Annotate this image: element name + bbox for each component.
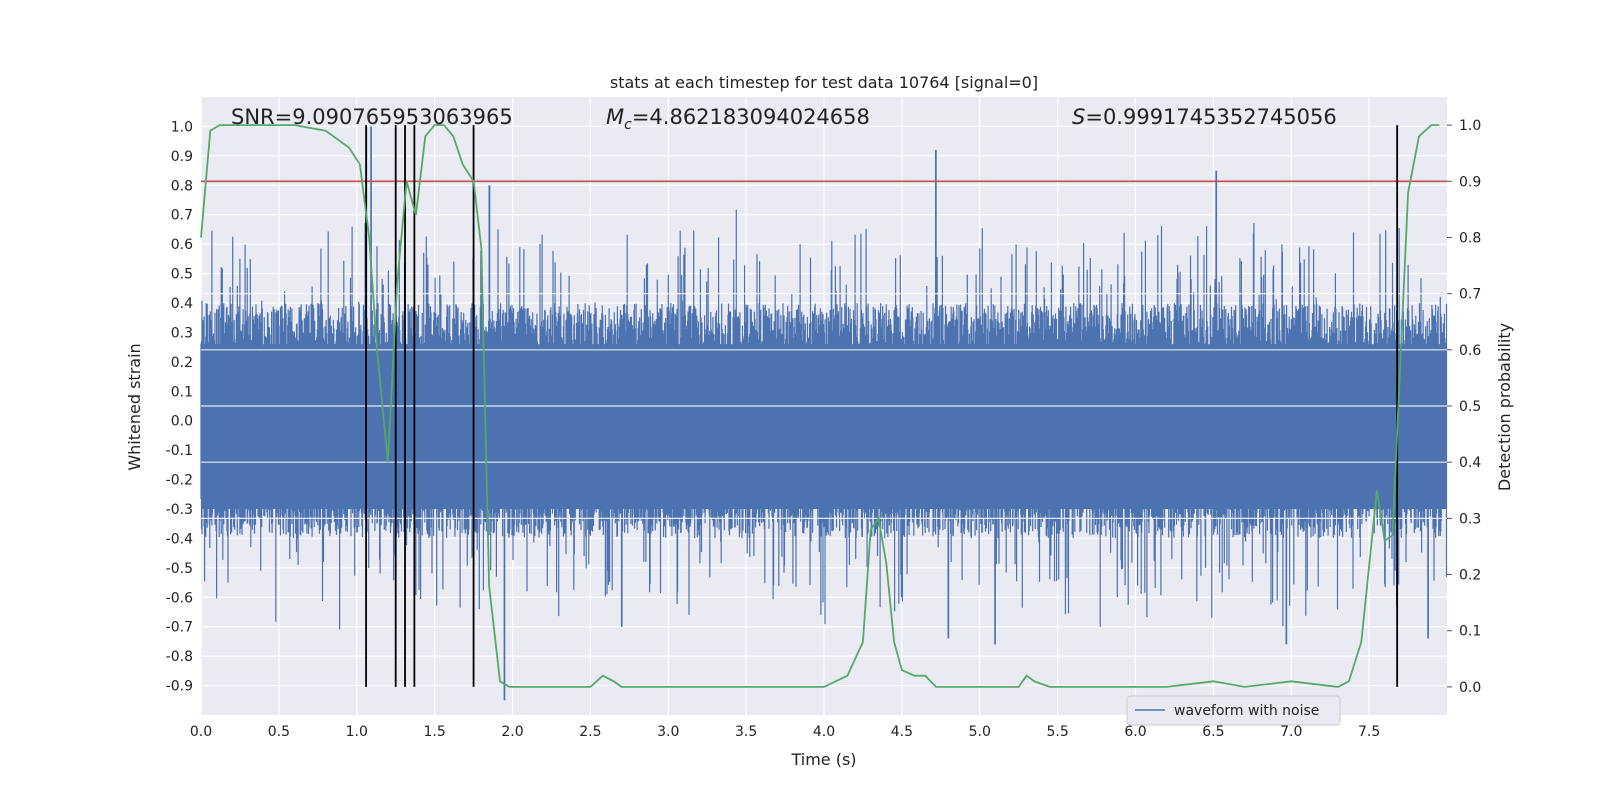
y-left-axis-label: Whitened strain <box>125 343 144 470</box>
x-tick-label: 6.0 <box>1124 724 1146 740</box>
y-right-tick-label: 0.9 <box>1459 174 1481 190</box>
x-tick-label: 7.5 <box>1358 724 1380 740</box>
y-left-tick-label: 0.2 <box>171 355 193 371</box>
x-tick-label: 7.0 <box>1280 724 1302 740</box>
y-right-axis-label: Detection probability <box>1495 323 1514 491</box>
y-left-tick-label: 0.0 <box>171 414 193 430</box>
x-tick-label: 2.0 <box>501 724 523 740</box>
y-right-tick-label: 0.3 <box>1459 511 1481 527</box>
y-right-tick-label: 0.8 <box>1459 230 1481 246</box>
chart-title: stats at each timestep for test data 107… <box>610 73 1038 92</box>
y-right-tick-label: 0.4 <box>1459 455 1481 471</box>
y-right-tick-label: 0.7 <box>1459 287 1481 303</box>
y-left-tick-label: 0.8 <box>171 178 193 194</box>
score-annotation: S=0.9991745352745056 <box>1072 105 1337 129</box>
x-tick-label: 4.0 <box>813 724 835 740</box>
y-left-tick-label: 0.9 <box>171 149 193 165</box>
probability-curve <box>200 124 1440 688</box>
y-left-tick-label: -0.2 <box>166 473 193 489</box>
y-left-tick-label: 0.5 <box>171 267 193 283</box>
snr-annotation: SNR=9.090765953063965 <box>231 105 513 129</box>
waveform-dense-band <box>201 344 1447 509</box>
x-tick-label: 3.5 <box>735 724 757 740</box>
chirp-mass-annotation: Mc=4.862183094024658 <box>606 105 870 133</box>
y-right-tick-label: 1.0 <box>1459 118 1481 134</box>
y-left-tick-label: -0.1 <box>166 443 193 459</box>
probability-series <box>200 124 1440 688</box>
legend: waveform with noise <box>1126 695 1341 726</box>
y-left-tick-label: 0.4 <box>171 296 193 312</box>
x-tick-label: 1.0 <box>346 724 368 740</box>
y-left-tick-label: 0.6 <box>171 237 193 253</box>
y-right-ticks: 1.0 0.9 0.8 0.7 0.6 0.5 0.4 0.3 0.2 0.1 0.0 <box>1447 118 1481 696</box>
x-tick-label: 2.5 <box>579 724 601 740</box>
s-symbol: S <box>1072 105 1085 129</box>
y-right-tick-label: 0.1 <box>1459 624 1481 640</box>
y-left-tick-label: -0.8 <box>166 649 193 665</box>
y-right-tick-label: 0.2 <box>1459 568 1481 584</box>
y-left-tick-label: 0.7 <box>171 208 193 224</box>
vertical-markers <box>365 125 1399 687</box>
mc-value: =4.862183094024658 <box>632 105 870 129</box>
mc-symbol: M <box>606 105 624 129</box>
legend-box <box>1126 695 1341 726</box>
x-tick-label: 3.0 <box>657 724 679 740</box>
x-tick-label: 0.5 <box>268 724 290 740</box>
mc-subscript: c <box>624 117 632 133</box>
x-axis-label: Time (s) <box>790 750 856 769</box>
y-right-tick-label: 0.0 <box>1459 680 1481 696</box>
y-left-tick-label: -0.5 <box>166 561 193 577</box>
x-tick-label: 1.5 <box>423 724 445 740</box>
y-right-tick-label: 0.5 <box>1459 399 1481 415</box>
y-left-ticks: 1.0 0.9 0.8 0.7 0.6 0.5 0.4 0.3 0.2 0.1 0.0 -0.1 -0.… <box>166 119 193 694</box>
legend-label: waveform with noise <box>1174 703 1319 719</box>
y-left-tick-label: 1.0 <box>171 119 193 135</box>
y-left-tick-label: -0.6 <box>166 590 193 606</box>
y-left-tick-label: -0.4 <box>166 531 193 547</box>
y-left-tick-label: -0.9 <box>166 679 193 695</box>
s-value: =0.9991745352745056 <box>1085 105 1336 129</box>
x-tick-label: 4.5 <box>891 724 913 740</box>
y-left-tick-label: -0.3 <box>166 502 193 518</box>
x-tick-label: 5.5 <box>1046 724 1068 740</box>
waveform-series <box>200 126 1448 701</box>
y-left-tick-label: 0.1 <box>171 384 193 400</box>
y-left-tick-label: 0.3 <box>171 325 193 341</box>
x-tick-label: 0.0 <box>190 724 212 740</box>
y-left-tick-label: -0.7 <box>166 620 193 636</box>
y-right-tick-label: 0.6 <box>1459 343 1481 359</box>
x-tick-label: 5.0 <box>969 724 991 740</box>
x-tick-label: 6.5 <box>1202 724 1224 740</box>
x-axis-ticks: 0.0 0.5 1.0 1.5 2.0 2.5 3.0 3.5 4.0 4.5 5.0 5.5 6.0 6… <box>190 724 1380 740</box>
